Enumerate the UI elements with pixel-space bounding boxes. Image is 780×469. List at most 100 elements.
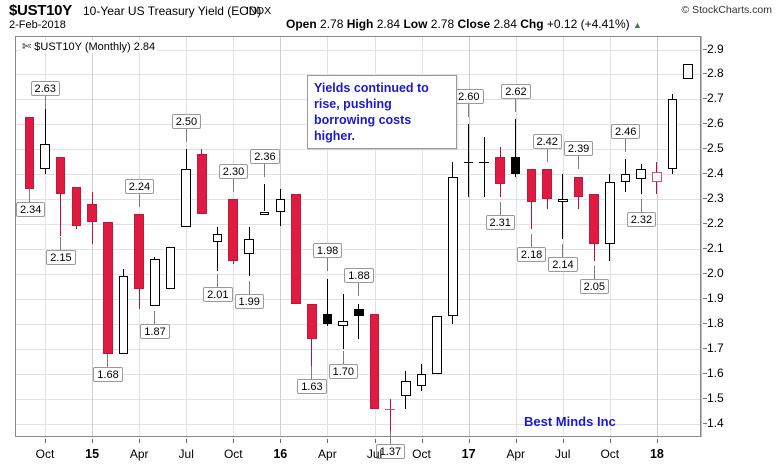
- candle-body: [228, 199, 239, 262]
- callout-leader-line: [515, 98, 517, 112]
- callout-leader-line: [593, 266, 595, 280]
- candle-body: [416, 373, 427, 387]
- callout-leader-line: [264, 163, 266, 177]
- candle-body: [338, 321, 348, 327]
- y-axis-label: 2.0: [707, 265, 724, 280]
- chg-value: +0.12 (+4.41%): [546, 17, 630, 31]
- callout-leader-line: [358, 283, 360, 297]
- price-callout: 1.88: [344, 268, 374, 284]
- price-callout: 1.99: [234, 294, 264, 310]
- y-axis-tick: [703, 123, 707, 125]
- candle-wick: [44, 89, 46, 175]
- price-callout: 2.62: [501, 83, 531, 99]
- candle-doji-bar: [463, 161, 474, 164]
- y-axis: 2.9 2.8 2.7 2.6 2.5 2.4 2.3 2.2 2.1 2.0 1.9 1.8 1.7 1…: [703, 36, 743, 437]
- gridline-horizontal: [16, 224, 700, 225]
- x-axis-tick: [280, 439, 282, 443]
- price-callout: 2.30: [218, 163, 249, 179]
- price-callout: 2.24: [124, 178, 155, 194]
- candle-body: [291, 194, 301, 304]
- x-axis-tick: [45, 439, 46, 443]
- y-axis-tick: [703, 372, 707, 374]
- series-legend: ✄ $UST10Y (Monthly) 2.84: [20, 40, 158, 53]
- candle-body: [244, 239, 254, 254]
- y-axis-label: 2.7: [707, 91, 724, 106]
- price-callout: 2.15: [46, 249, 76, 265]
- low-value: 2.78: [430, 17, 455, 31]
- callout-leader-line: [577, 156, 579, 170]
- price-callout: 2.63: [30, 81, 60, 97]
- candle-body: [275, 199, 286, 212]
- candle-body: [573, 176, 584, 197]
- gridline-horizontal: [16, 249, 700, 250]
- candle-body: [306, 303, 317, 339]
- candle-wick: [389, 398, 391, 431]
- candle-body: [259, 211, 270, 215]
- candle-body: [432, 316, 443, 374]
- price-callout: 2.05: [579, 279, 610, 295]
- x-axis-label: Apr: [129, 447, 149, 461]
- x-axis-label: Oct: [412, 447, 431, 461]
- gridline-horizontal: [16, 398, 700, 400]
- x-axis-tick: [562, 439, 564, 443]
- symbol-ticker: $UST10Y: [9, 2, 72, 19]
- y-axis-label: 1.8: [707, 315, 724, 330]
- candle-body: [55, 156, 66, 195]
- gridline-horizontal: [16, 199, 700, 201]
- x-axis-tick: [139, 439, 141, 443]
- candle-wick: [264, 184, 266, 212]
- close-value: 2.84: [493, 17, 517, 31]
- price-callout: 1.87: [140, 324, 170, 340]
- price-callout: 2.46: [611, 123, 641, 139]
- x-axis-label: Jul: [366, 447, 383, 461]
- price-callout: 2.50: [171, 113, 202, 129]
- callout-leader-line: [154, 311, 156, 325]
- gridline-vertical: [186, 37, 188, 436]
- up-triangle-icon: ▲: [632, 20, 642, 30]
- y-axis-label: 2.3: [707, 191, 724, 206]
- gridline-vertical: [656, 37, 658, 436]
- candle-body: [353, 308, 364, 317]
- callout-leader-line: [546, 148, 548, 162]
- candle-body: [510, 156, 521, 175]
- price-callout: 1.70: [328, 364, 359, 380]
- y-axis-tick: [703, 272, 707, 274]
- candle-wick: [515, 119, 517, 177]
- price-plot-area[interactable]: 2.34 2.63 2.15 2.24 1.68 1.87 2.50 2.01 2.30 1.99…: [15, 36, 701, 459]
- candle-wick: [483, 136, 485, 197]
- y-axis-tick: [703, 297, 707, 299]
- x-axis-label: 18: [649, 447, 664, 461]
- callout-leader-line: [185, 128, 187, 142]
- callout-leader-line: [342, 351, 344, 365]
- candle-body: [118, 276, 129, 354]
- x-axis-label: Jul: [178, 447, 194, 461]
- y-axis-label: 2.5: [707, 141, 724, 156]
- callout-leader-line: [248, 281, 250, 295]
- candle-body: [557, 199, 568, 203]
- x-axis-label: Apr: [318, 447, 337, 461]
- price-callout: 2.39: [563, 141, 594, 157]
- y-axis-tick: [703, 248, 707, 249]
- gridline-vertical: [374, 37, 376, 436]
- x-axis-tick: [515, 439, 517, 443]
- callout-leader-line: [44, 96, 46, 110]
- price-callout: 2.18: [516, 247, 547, 262]
- candle-doji-bar: [479, 161, 490, 164]
- x-axis-label: 16: [273, 447, 288, 461]
- quote-date: 2-Feb-2018: [9, 19, 66, 31]
- x-axis-label: Oct: [35, 447, 55, 461]
- y-axis-tick: [703, 422, 707, 424]
- gridline-horizontal: [16, 149, 700, 151]
- x-axis-label: Oct: [600, 447, 620, 461]
- callout-leader-line: [232, 178, 234, 192]
- x-axis-tick: [421, 439, 423, 443]
- candle-body: [652, 171, 662, 182]
- candle-body: [71, 186, 82, 227]
- stockcharts-brand: © StockCharts.com: [681, 4, 772, 16]
- candle-body: [620, 174, 631, 182]
- y-axis-tick: [703, 397, 707, 399]
- x-axis-label: 17: [461, 447, 476, 461]
- high-value: 2.84: [376, 17, 401, 31]
- candle-body: [542, 169, 552, 200]
